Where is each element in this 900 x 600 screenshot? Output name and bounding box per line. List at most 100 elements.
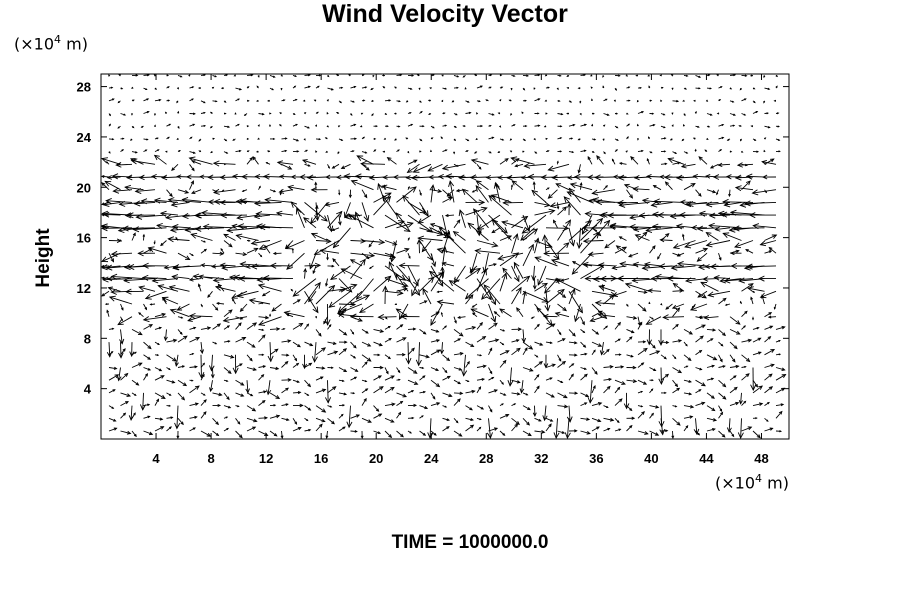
wind-vector — [557, 303, 567, 312]
wind-vector — [442, 392, 453, 398]
wind-vector — [474, 151, 478, 154]
wind-vector — [430, 367, 440, 372]
wind-vector — [672, 240, 696, 249]
wind-vector — [705, 240, 731, 248]
wind-vector — [545, 225, 570, 232]
wind-vector — [223, 112, 227, 115]
wind-vector — [430, 339, 441, 343]
wind-vector — [545, 417, 554, 422]
wind-vector — [590, 98, 594, 101]
wind-vector — [350, 341, 357, 349]
wind-vector — [568, 227, 576, 247]
wind-vector — [292, 322, 304, 330]
wind-vector — [154, 98, 162, 102]
wind-vector — [683, 424, 689, 432]
wind-vector — [235, 149, 242, 153]
wind-vector — [131, 151, 138, 154]
wind-vector — [591, 426, 600, 432]
wind-vector — [453, 352, 464, 356]
wind-vector — [544, 74, 548, 77]
wind-vector — [382, 285, 389, 305]
wind-vector — [637, 362, 645, 368]
wind-vector — [142, 316, 167, 323]
wind-vector — [306, 174, 328, 181]
wind-vector — [154, 312, 167, 318]
wind-vector — [219, 262, 236, 268]
wind-vector — [509, 138, 512, 141]
wind-vector — [706, 189, 717, 194]
wind-vector — [108, 374, 120, 381]
wind-vector — [187, 316, 202, 322]
wind-vector — [718, 297, 727, 305]
wind-vector — [384, 220, 405, 229]
wind-vector — [164, 111, 168, 114]
wind-vector — [257, 137, 260, 140]
wind-vector — [543, 354, 549, 369]
wind-vector — [407, 237, 410, 241]
wind-vector — [637, 149, 644, 153]
wind-vector — [591, 341, 603, 347]
wind-vector — [597, 262, 616, 268]
wind-vector — [465, 206, 488, 216]
wind-vector — [116, 367, 122, 382]
wind-vector — [160, 240, 167, 247]
wind-vector — [281, 163, 293, 170]
wind-vector — [675, 174, 696, 181]
wind-vector — [683, 404, 695, 409]
wind-vector — [153, 124, 156, 127]
wind-vector — [281, 149, 288, 153]
wind-vector — [246, 354, 253, 362]
wind-vector — [557, 206, 568, 216]
wind-vector — [533, 138, 536, 141]
wind-vector — [579, 113, 582, 116]
wind-vector — [508, 99, 512, 102]
wind-vector — [338, 413, 344, 419]
wind-vector — [417, 235, 443, 242]
wind-vector — [381, 184, 397, 191]
wind-vector — [660, 125, 666, 129]
wind-vector — [292, 112, 296, 115]
wind-vector — [310, 186, 328, 193]
wind-vector — [315, 376, 324, 381]
wind-vector — [292, 403, 304, 408]
wind-vector — [672, 405, 678, 408]
wind-vector — [591, 219, 611, 241]
wind-vector — [445, 173, 466, 180]
wind-vector — [706, 405, 716, 412]
wind-vector — [198, 150, 202, 153]
wind-vector — [281, 403, 289, 407]
wind-vector — [775, 430, 783, 433]
wind-vector — [499, 138, 505, 141]
wind-vector — [442, 417, 450, 422]
wind-vector — [331, 227, 340, 232]
wind-vector — [453, 316, 457, 324]
wind-vector — [488, 376, 495, 381]
wind-vector — [407, 214, 434, 233]
wind-vector — [396, 287, 408, 292]
wind-vector — [534, 124, 541, 127]
wind-vector — [106, 342, 113, 358]
wind-vector — [647, 288, 662, 293]
wind-vector — [250, 239, 271, 246]
wind-vector — [617, 275, 650, 282]
wind-vector — [189, 123, 196, 127]
wind-vector — [373, 328, 385, 333]
wind-vector — [695, 349, 703, 356]
wind-vector — [577, 164, 581, 174]
wind-vector — [120, 87, 124, 90]
wind-vector — [338, 86, 344, 89]
wind-vector — [394, 303, 397, 305]
wind-vector — [429, 87, 432, 90]
wind-vector — [709, 163, 719, 169]
wind-vector — [407, 87, 413, 90]
wind-vector — [304, 341, 314, 347]
wind-vector — [764, 348, 776, 356]
wind-vector — [543, 125, 547, 128]
wind-vector — [315, 405, 327, 413]
wind-vector — [649, 367, 657, 372]
wind-vector — [744, 200, 777, 207]
wind-vector — [189, 352, 195, 356]
wind-vector — [350, 137, 358, 140]
wind-vector — [223, 416, 229, 419]
wind-vector — [683, 379, 692, 383]
